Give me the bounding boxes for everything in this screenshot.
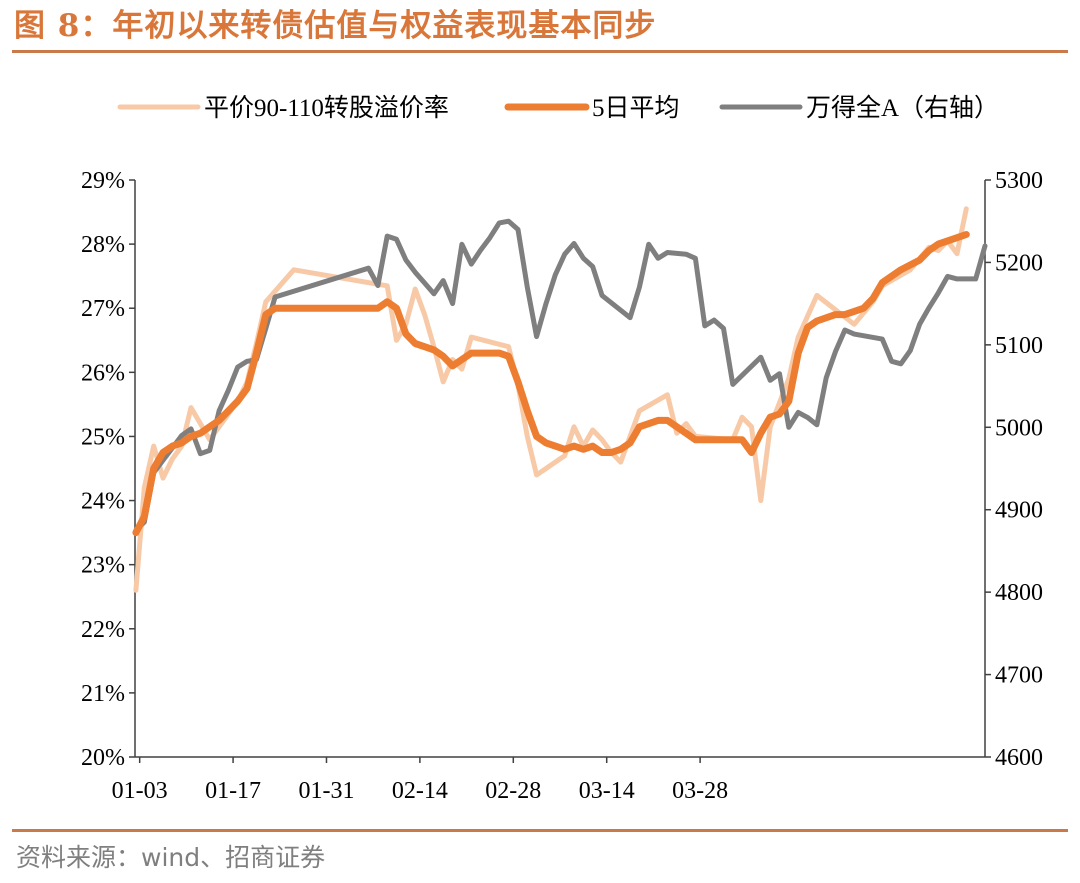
x-axis-tick-label: 03-28 [672,778,728,804]
left-axis-tick-label: 27% [81,296,125,322]
title-divider [12,50,1068,53]
right-axis-tick-label: 5000 [995,415,1043,441]
figure-title: 图 8：年初以来转债估值与权益表现基本同步 [14,8,657,44]
chart-legend: 平价90-110转股溢价率 5日平均 万得全A（右轴） [117,94,999,122]
left-axis-tick-label: 22% [81,617,125,643]
right-axis-tick-label: 4900 [995,498,1043,524]
left-axis-tick-label: 20% [81,745,125,771]
left-axis-tick-label: 28% [81,232,125,258]
legend-label: 万得全A（右轴） [806,94,999,122]
left-axis-tick-label: 25% [81,424,125,450]
source-note: 资料来源：wind、招商证券 [16,843,326,872]
right-axis-tick-label: 4600 [995,745,1043,771]
legend-label: 5日平均 [592,94,680,122]
legend-label: 平价90-110转股溢价率 [204,94,449,122]
x-axis-tick-label: 01-03 [112,778,168,804]
x-axis-tick-label: 02-28 [485,778,541,804]
right-axis-tick-label: 4700 [995,663,1043,689]
left-axis-tick-label: 26% [81,360,125,386]
right-axis-tick-label: 5100 [995,333,1043,359]
right-axis-tick-label: 5300 [995,168,1043,194]
right-axis-tick-label: 4800 [995,580,1043,606]
source-divider [12,829,1068,832]
chart-series [132,206,988,593]
series-line-premium [133,206,969,593]
x-axis-tick-label: 03-14 [579,778,635,804]
line-chart: 平价90-110转股溢价率 5日平均 万得全A（右轴） 20% 21% 22% 23% 24… [81,94,1043,804]
left-axis-tick-label: 29% [81,168,125,194]
chart-axes: 20% 21% 22% 23% 24% 25% 26% 27% 28% 29% 4600 4700 48… [81,168,1043,804]
x-axis-tick-label: 02-14 [392,778,448,804]
x-axis-tick-label: 01-31 [298,778,354,804]
series-line-ma5 [132,231,970,537]
right-axis-tick-label: 5200 [995,250,1043,276]
series-line-wind-a [133,218,988,533]
left-axis-tick-label: 21% [81,681,125,707]
x-axis-tick-label: 01-17 [205,778,261,804]
left-axis-tick-label: 24% [81,489,125,515]
left-axis-tick-label: 23% [81,553,125,579]
